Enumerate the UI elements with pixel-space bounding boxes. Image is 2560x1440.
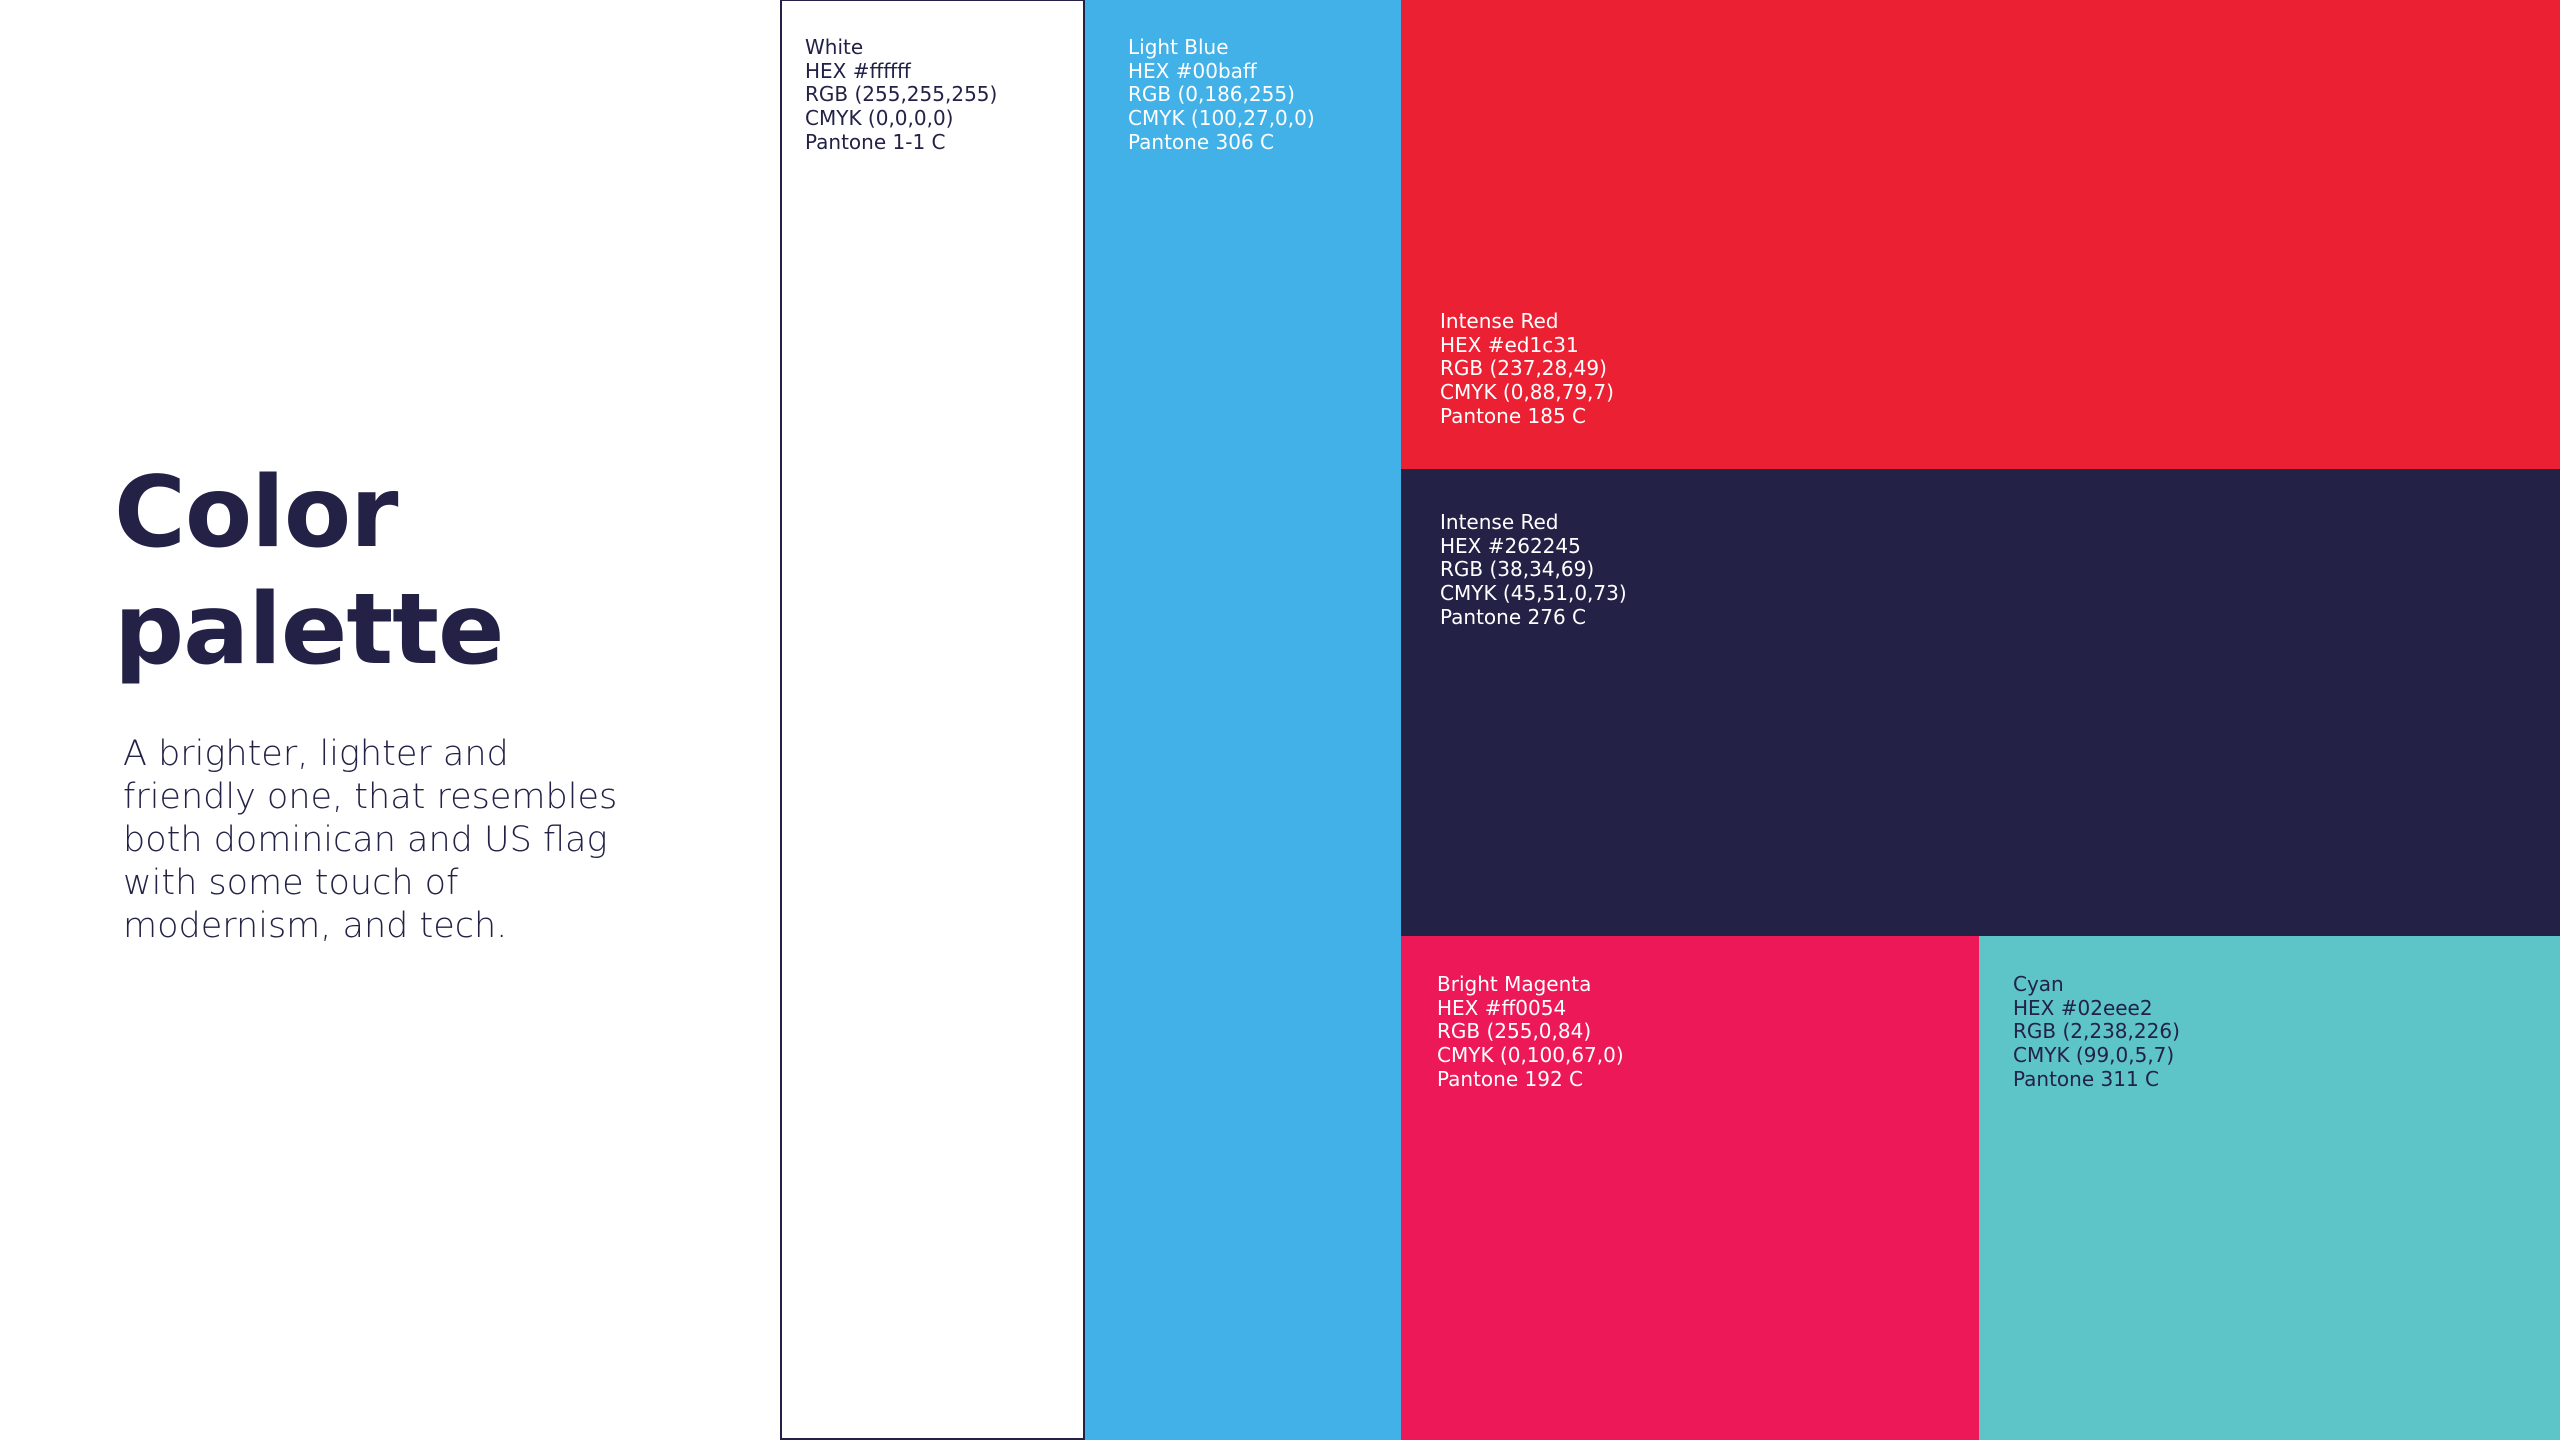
swatch-cyan — [1979, 936, 2560, 1440]
description-line: both dominican and US flag — [123, 820, 608, 860]
swatch-info: Cyan HEX #02eee2 RGB (2,238,226) CMYK (99,0… — [2013, 972, 2180, 1092]
swatch-info: Light Blue HEX #00baff RGB (0,186,255) CMYK… — [1128, 35, 1315, 155]
swatch-text: RGB (255,255,255) — [805, 82, 998, 107]
swatch-light-blue — [1085, 0, 1401, 1440]
swatch-text: Pantone 192 C — [1437, 1066, 1584, 1091]
description-line: modernism, and tech. — [123, 906, 508, 946]
swatch-text: RGB (2,238,226) — [2013, 1019, 2180, 1044]
swatch-text: Intense Red — [1440, 309, 1559, 333]
swatch-text: Intense Red — [1440, 510, 1559, 534]
swatch-text: HEX #ed1c31 — [1440, 332, 1579, 357]
swatch-text: RGB (38,34,69) — [1440, 557, 1595, 582]
title-line: Color — [114, 456, 398, 570]
swatch-text: RGB (255,0,84) — [1437, 1019, 1592, 1044]
swatch-text: Bright Magenta — [1437, 972, 1592, 996]
title-line: palette — [114, 573, 504, 687]
swatch-text: Cyan — [2013, 972, 2064, 996]
swatch-text: CMYK (0,0,0,0) — [805, 106, 954, 131]
swatch-text: Pantone 1-1 C — [805, 129, 946, 154]
swatch-info: Intense Red HEX #ed1c31 RGB (237,28,49) CMY… — [1440, 309, 1614, 429]
swatch-text: White — [805, 35, 864, 59]
swatch-white — [780, 0, 1085, 1440]
description-line: with some touch of — [123, 863, 459, 903]
swatch-info: White HEX #ffffff RGB (255,255,255) CMYK (0… — [805, 35, 998, 155]
description: A brighter, lighter and friendly one, tha… — [123, 733, 617, 948]
swatch-text: Light Blue — [1128, 35, 1229, 59]
swatch-text: HEX #02eee2 — [2013, 995, 2153, 1020]
swatch-text: CMYK (99,0,5,7) — [2013, 1043, 2175, 1068]
swatch-text: Pantone 276 C — [1440, 604, 1587, 629]
swatch-text: Pantone 306 C — [1128, 129, 1275, 154]
swatch-text: RGB (0,186,255) — [1128, 82, 1295, 107]
swatch-magenta — [1401, 936, 1979, 1440]
swatch-red — [1401, 0, 2560, 469]
swatch-text: CMYK (0,88,79,7) — [1440, 380, 1614, 405]
swatch-text: CMYK (100,27,0,0) — [1128, 106, 1315, 131]
swatch-text: HEX #00baff — [1128, 58, 1257, 83]
swatch-text: HEX #ff0054 — [1437, 995, 1567, 1020]
swatch-text: HEX #ffffff — [805, 58, 911, 83]
swatch-text: Pantone 311 C — [2013, 1066, 2160, 1091]
swatch-text: HEX #262245 — [1440, 533, 1581, 558]
title: Color palette — [114, 455, 504, 689]
description-line: A brighter, lighter and — [123, 734, 509, 774]
swatch-text: CMYK (0,100,67,0) — [1437, 1043, 1624, 1068]
swatch-text: Pantone 185 C — [1440, 403, 1587, 428]
swatch-info: Intense Red HEX #262245 RGB (38,34,69) CMYK… — [1440, 510, 1627, 630]
swatch-text: CMYK (45,51,0,73) — [1440, 581, 1627, 606]
swatch-info: Bright Magenta HEX #ff0054 RGB (255,0,84) C… — [1437, 972, 1624, 1092]
description-line: friendly one, that resembles — [123, 777, 618, 817]
swatch-text: RGB (237,28,49) — [1440, 356, 1607, 381]
swatch-navy — [1401, 469, 2560, 936]
